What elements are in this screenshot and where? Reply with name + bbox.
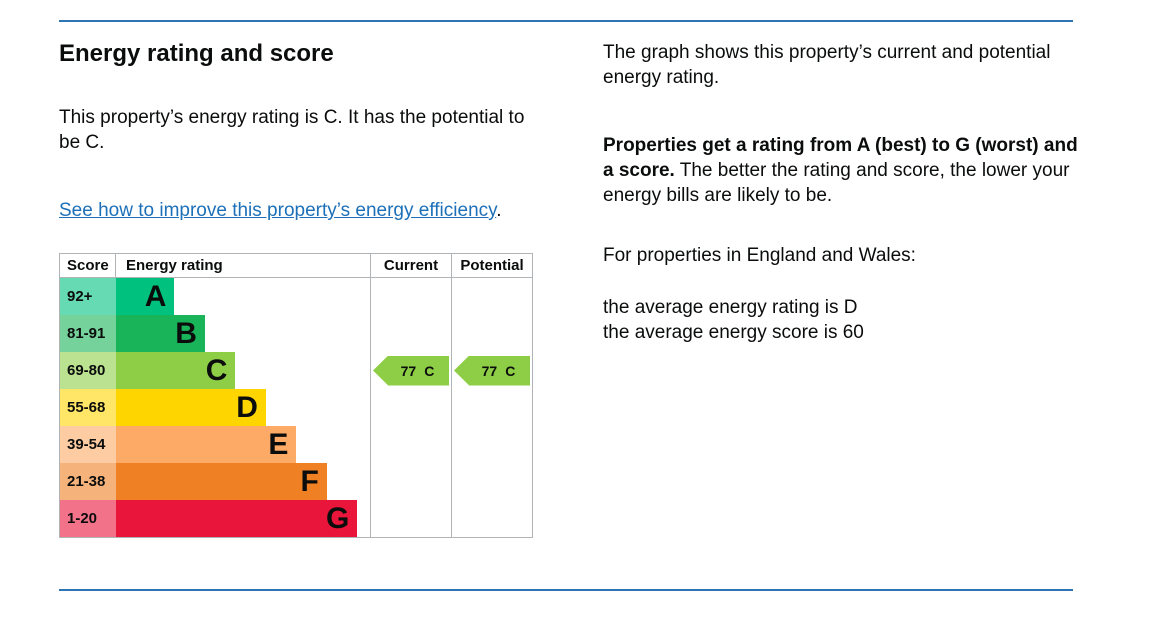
epc-band-row: 92+ A — [60, 278, 532, 315]
epc-score-cell: 1-20 — [60, 500, 116, 537]
graph-description-text: The graph shows this property’s current … — [603, 42, 1051, 88]
epc-band-bar: E — [116, 426, 297, 463]
rating-explanation-rest: The better the rating and score, the low… — [603, 160, 1070, 206]
epc-band-bar: D — [116, 389, 266, 426]
epc-potential-cell — [451, 426, 532, 463]
epc-potential-cell — [451, 389, 532, 426]
epc-band-row: 69-80 C 77 C 77 C — [60, 352, 532, 389]
epc-band-row: 55-68 D — [60, 389, 532, 426]
epc-band-bar: B — [116, 315, 205, 352]
rating-summary-text: This property’s energy rating is C. It h… — [59, 107, 525, 153]
epc-band-bar: F — [116, 463, 327, 500]
epc-header-potential: Potential — [451, 254, 532, 277]
epc-current-cell — [370, 500, 451, 537]
epc-potential-cell — [451, 500, 532, 537]
epc-score-cell: 92+ — [60, 278, 116, 315]
epc-rating-cell: G — [116, 500, 370, 537]
page-title: Energy rating and score — [59, 40, 334, 67]
epc-rating-cell: B — [116, 315, 370, 352]
epc-rating-cell: E — [116, 426, 370, 463]
potential-score-value: 77 — [481, 362, 498, 379]
epc-header-score: Score — [60, 254, 116, 277]
bottom-divider — [59, 589, 1073, 591]
current-band-letter: C — [424, 362, 435, 379]
epc-band-row: 1-20 G — [60, 500, 532, 537]
right-column: The graph shows this property’s current … — [603, 40, 1088, 538]
average-rating-line: the average energy rating is D — [603, 297, 858, 318]
average-score-line: the average energy score is 60 — [603, 322, 864, 343]
epc-score-cell: 21-38 — [60, 463, 116, 500]
epc-current-cell — [370, 463, 451, 500]
epc-current-cell: 77 C — [370, 352, 451, 389]
average-stats: the average energy rating is D the averag… — [603, 295, 1088, 345]
epc-rating-cell: A — [116, 278, 370, 315]
epc-band-rows: 92+ A 81-91 B 69-80 C 77 C 77 C 55-68 D 39… — [60, 278, 532, 537]
epc-band-row: 81-91 B — [60, 315, 532, 352]
rating-explanation-bold: Properties get a rating from A (best) to… — [603, 135, 1078, 181]
epc-band-bar: C — [116, 352, 236, 389]
epc-potential-cell — [451, 463, 532, 500]
current-rating-arrow: 77 C — [373, 355, 449, 386]
epc-score-cell: 39-54 — [60, 426, 116, 463]
epc-score-cell: 81-91 — [60, 315, 116, 352]
epc-current-cell — [370, 278, 451, 315]
potential-rating-arrow: 77 C — [454, 355, 530, 386]
epc-band-row: 21-38 F — [60, 463, 532, 500]
epc-band-row: 39-54 E — [60, 426, 532, 463]
current-score-value: 77 — [400, 362, 417, 379]
epc-band-bar: A — [116, 278, 175, 315]
top-divider — [59, 20, 1073, 22]
content-columns: Energy rating and score This property’s … — [59, 40, 1099, 538]
region-text: For properties in England and Wales: — [603, 245, 916, 266]
improve-paragraph: See how to improve this property’s energ… — [59, 198, 533, 223]
potential-band-letter: C — [505, 362, 516, 379]
epc-rating-cell: C — [116, 352, 370, 389]
link-suffix: . — [496, 200, 502, 221]
epc-current-cell — [370, 426, 451, 463]
epc-rating-cell: D — [116, 389, 370, 426]
epc-potential-cell — [451, 315, 532, 352]
epc-score-cell: 55-68 — [60, 389, 116, 426]
improve-efficiency-link[interactable]: See how to improve this property’s energ… — [59, 200, 497, 221]
epc-potential-cell: 77 C — [451, 352, 532, 389]
epc-header-current: Current — [370, 254, 451, 277]
rating-explanation-text: Properties get a rating from A (best) to… — [603, 133, 1088, 208]
epc-current-cell — [370, 389, 451, 426]
epc-rating-cell: F — [116, 463, 370, 500]
epc-score-cell: 69-80 — [60, 352, 116, 389]
epc-rating-graph: Score Energy rating Current Potential 92… — [59, 253, 533, 538]
epc-current-cell — [370, 315, 451, 352]
epc-header-rating: Energy rating — [126, 257, 223, 274]
epc-header-row: Score Energy rating Current Potential — [60, 254, 532, 278]
epc-potential-cell — [451, 278, 532, 315]
epc-band-bar: G — [116, 500, 358, 537]
left-column: Energy rating and score This property’s … — [59, 40, 533, 538]
